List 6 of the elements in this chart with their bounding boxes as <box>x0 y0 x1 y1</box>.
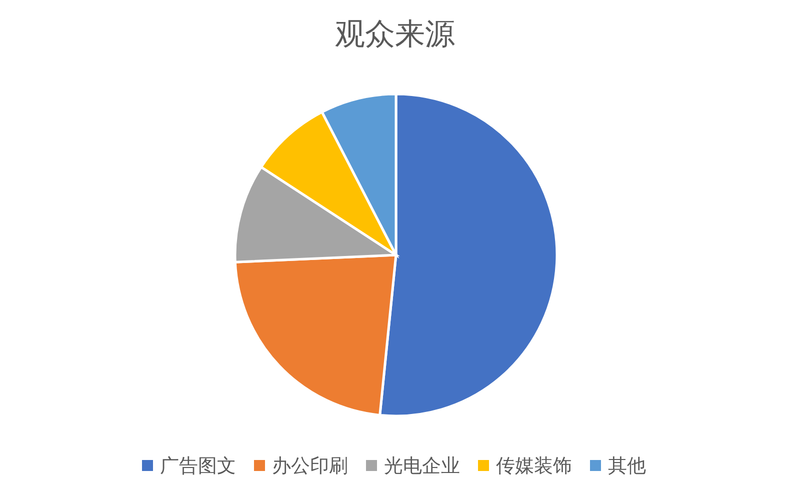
legend-label: 传媒装饰 <box>496 455 572 477</box>
legend-label: 光电企业 <box>384 455 460 477</box>
legend-label: 办公印刷 <box>272 455 348 477</box>
legend-label: 其他 <box>608 455 646 477</box>
legend-label: 广告图文 <box>160 455 236 477</box>
chart-title: 观众来源 <box>335 17 455 52</box>
